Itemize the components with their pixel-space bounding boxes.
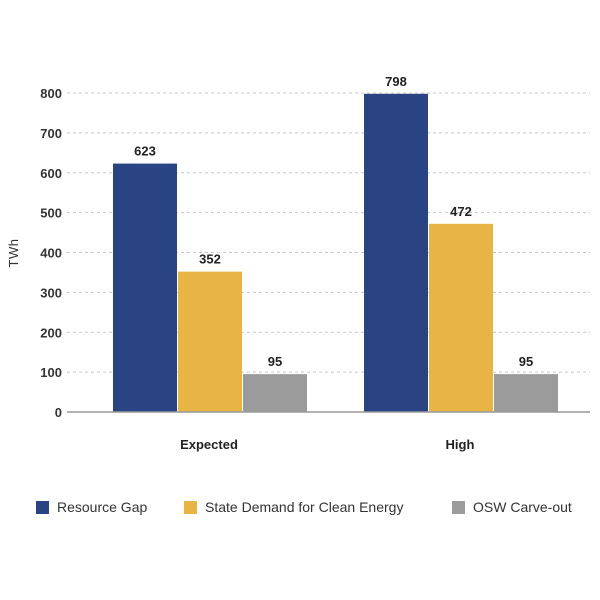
legend: Resource Gap State Demand for Clean Energ… bbox=[36, 499, 572, 515]
bars bbox=[113, 93, 558, 413]
y-tick-label-300: 300 bbox=[40, 285, 62, 300]
y-tick-label-400: 400 bbox=[40, 246, 62, 261]
bar-high-state-demand-for-clean-energy bbox=[429, 223, 493, 412]
y-tick-label-500: 500 bbox=[40, 206, 62, 221]
data-labels: 623 352 95 798 472 95 bbox=[134, 74, 533, 369]
y-tick-label-100: 100 bbox=[40, 365, 62, 380]
legend-label-state-demand-for-clean-energy: State Demand for Clean Energy bbox=[205, 499, 403, 515]
x-category-label-expected: Expected bbox=[180, 437, 238, 452]
y-tick-label-600: 600 bbox=[40, 166, 62, 181]
y-tick-label-200: 200 bbox=[40, 325, 62, 340]
y-axis-title: TWh bbox=[6, 239, 21, 268]
data-label-expected-state-demand-for-clean-energy: 352 bbox=[199, 252, 221, 267]
data-label-high-resource-gap: 798 bbox=[385, 74, 407, 89]
bar-expected-resource-gap bbox=[113, 163, 177, 412]
y-tick-label-700: 700 bbox=[40, 126, 62, 141]
x-category-label-high: High bbox=[446, 437, 475, 452]
y-axis-ticks: 0 100 200 300 400 500 600 700 800 bbox=[40, 86, 62, 420]
legend-swatch-osw-carve-out bbox=[452, 501, 465, 514]
data-label-expected-osw-carve-out: 95 bbox=[268, 354, 282, 369]
y-tick-label-800: 800 bbox=[40, 86, 62, 101]
legend-swatch-state-demand-for-clean-energy bbox=[184, 501, 197, 514]
bar-high-osw-carve-out bbox=[494, 374, 558, 412]
data-label-expected-resource-gap: 623 bbox=[134, 144, 156, 159]
legend-swatch-resource-gap bbox=[36, 501, 49, 514]
bar-expected-osw-carve-out bbox=[243, 374, 307, 412]
data-label-high-osw-carve-out: 95 bbox=[519, 354, 533, 369]
bar-high-resource-gap bbox=[364, 93, 428, 413]
bar-expected-state-demand-for-clean-energy bbox=[178, 271, 242, 412]
legend-label-osw-carve-out: OSW Carve-out bbox=[473, 499, 572, 515]
x-axis-categories: Expected High bbox=[180, 437, 474, 452]
legend-label-resource-gap: Resource Gap bbox=[57, 499, 147, 515]
data-label-high-state-demand-for-clean-energy: 472 bbox=[450, 204, 472, 219]
y-tick-label-0: 0 bbox=[55, 405, 62, 420]
